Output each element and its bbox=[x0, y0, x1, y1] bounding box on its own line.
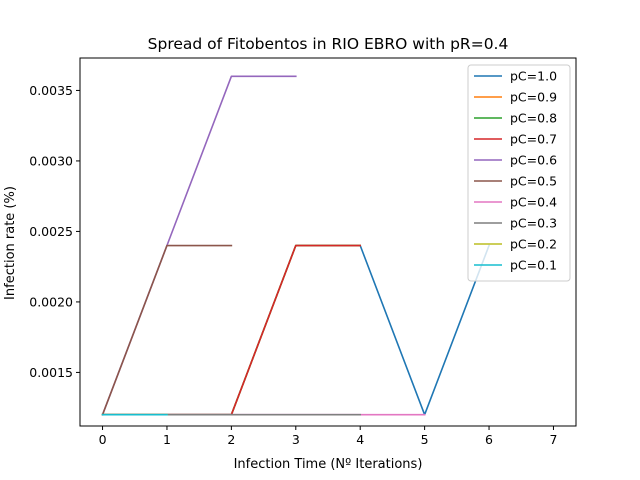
y-tick-label: 0.0015 bbox=[29, 365, 73, 380]
y-tick-label: 0.0020 bbox=[29, 294, 73, 309]
x-tick-label: 4 bbox=[356, 432, 364, 447]
legend: pC=1.0 pC=0.9 pC=0.8 pC=0.7 pC=0.6 pC=0.5 pC=0… bbox=[467, 64, 571, 282]
legend-label: pC=0.6 bbox=[510, 153, 557, 168]
plot-frame bbox=[79, 57, 577, 427]
chart-title: Spread of Fitobentos in RIO EBRO with pR… bbox=[148, 35, 509, 53]
x-axis-ticks: 0 1 2 3 4 5 6 7 bbox=[99, 426, 557, 447]
x-tick-label: 5 bbox=[421, 432, 429, 447]
legend-label: pC=0.1 bbox=[510, 258, 557, 273]
legend-box bbox=[467, 64, 571, 282]
x-tick-label: 0 bbox=[99, 432, 107, 447]
legend-label: pC=0.7 bbox=[510, 132, 557, 147]
y-axis-ticks: 0.0015 0.0020 0.0025 0.0030 0.0035 bbox=[29, 83, 80, 380]
x-tick-label: 1 bbox=[163, 432, 171, 447]
legend-label: pC=0.8 bbox=[510, 111, 557, 126]
x-tick-label: 6 bbox=[485, 432, 493, 447]
legend-label: pC=0.2 bbox=[510, 237, 557, 252]
y-tick-label: 0.0025 bbox=[29, 224, 73, 239]
legend-label: pC=0.4 bbox=[510, 195, 557, 210]
x-tick-label: 7 bbox=[549, 432, 557, 447]
legend-label: pC=0.5 bbox=[510, 174, 557, 189]
x-tick-label: 2 bbox=[227, 432, 235, 447]
y-tick-label: 0.0035 bbox=[29, 83, 73, 98]
y-axis-label: Infection rate (%) bbox=[3, 186, 18, 300]
x-axis-label: Infection Time (Nº Iterations) bbox=[234, 457, 423, 472]
y-tick-label: 0.0030 bbox=[29, 153, 73, 168]
legend-label: pC=0.3 bbox=[510, 216, 557, 231]
legend-label: pC=1.0 bbox=[510, 69, 557, 84]
series-line-pc-0-5 bbox=[101, 244, 233, 416]
legend-label: pC=0.9 bbox=[510, 90, 557, 105]
x-tick-label: 3 bbox=[292, 432, 300, 447]
plot-series bbox=[101, 75, 491, 416]
